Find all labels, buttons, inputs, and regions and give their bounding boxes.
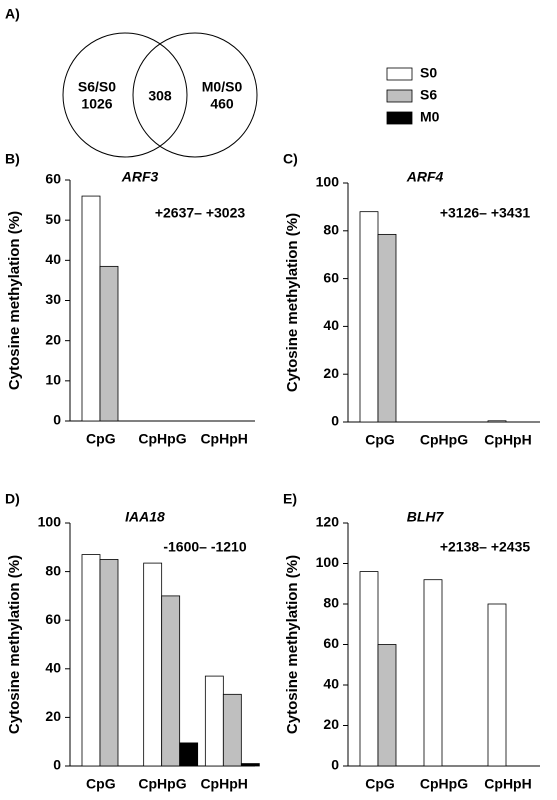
chart-title: ARF3 [121, 169, 159, 185]
y-tick-label: 40 [45, 660, 61, 676]
y-tick-label: 20 [45, 331, 61, 347]
x-tick-label: CpHpG [138, 776, 186, 792]
bar [81, 554, 101, 767]
legend-swatch [386, 111, 413, 125]
y-axis-label: Cytosine methylation (%) [6, 555, 23, 734]
panel-label: A) [5, 6, 20, 22]
y-tick-label: 40 [323, 317, 339, 333]
y-tick-label: 60 [45, 611, 61, 627]
y-tick-label: 60 [323, 635, 339, 651]
bar [179, 742, 199, 767]
bar [487, 603, 507, 767]
panel-label: C) [283, 151, 298, 167]
bar [204, 675, 224, 767]
y-tick-label: 100 [38, 514, 62, 530]
y-tick-label: 80 [45, 562, 61, 578]
x-tick-label: CpG [86, 431, 116, 447]
bar [359, 571, 379, 767]
panel-label: B) [5, 151, 20, 167]
venn-overlap: 308 [148, 88, 172, 104]
panel-label: D) [5, 491, 20, 507]
y-axis-label: Cytosine methylation (%) [284, 555, 301, 734]
venn-circle [132, 32, 258, 158]
x-tick-label: CpHpH [484, 776, 531, 792]
annotation: -1600– -1210 [163, 539, 247, 555]
y-tick-label: 50 [45, 211, 61, 227]
chart-title: BLH7 [407, 509, 445, 525]
y-tick-label: 0 [53, 412, 61, 428]
legend-swatch [386, 89, 413, 103]
y-tick-label: 60 [45, 171, 61, 187]
legend-label: S0 [420, 65, 437, 81]
y-tick-label: 100 [316, 174, 340, 190]
annotation: +2138– +2435 [440, 539, 531, 555]
y-tick-label: 80 [323, 222, 339, 238]
bar [143, 562, 163, 767]
bar [99, 265, 119, 422]
bar [487, 420, 507, 423]
annotation: +3126– +3431 [440, 205, 531, 221]
legend-label: S6 [420, 87, 437, 103]
y-tick-label: 40 [323, 676, 339, 692]
bar [161, 595, 181, 767]
x-tick-label: CpHpG [138, 431, 186, 447]
panel-label: E) [283, 491, 297, 507]
bar [81, 195, 101, 422]
venn-set-value: 460 [210, 96, 234, 112]
y-tick-label: 60 [323, 269, 339, 285]
bar [240, 763, 260, 767]
y-tick-label: 20 [323, 365, 339, 381]
legend-label: M0 [420, 109, 440, 125]
x-tick-label: CpHpH [484, 432, 531, 448]
x-tick-label: CpHpH [200, 776, 247, 792]
x-tick-label: CpG [365, 432, 395, 448]
legend-swatch [386, 67, 413, 81]
x-tick-label: CpG [86, 776, 116, 792]
y-tick-label: 0 [53, 757, 61, 773]
x-tick-label: CpHpH [200, 431, 247, 447]
y-tick-label: 20 [323, 716, 339, 732]
venn-set-label: M0/S0 [202, 79, 243, 95]
y-axis-label: Cytosine methylation (%) [6, 211, 23, 390]
y-tick-label: 20 [45, 708, 61, 724]
x-tick-label: CpHpG [420, 776, 468, 792]
bar [423, 579, 443, 767]
bar [99, 559, 119, 767]
x-tick-label: CpG [365, 776, 395, 792]
venn-set-value: 1026 [81, 96, 112, 112]
y-tick-label: 10 [45, 372, 61, 388]
y-tick-label: 100 [316, 554, 340, 570]
y-tick-label: 30 [45, 291, 61, 307]
venn-circle [62, 32, 188, 158]
x-tick-label: CpHpG [420, 432, 468, 448]
bar [222, 693, 242, 767]
y-tick-label: 80 [323, 595, 339, 611]
y-tick-label: 0 [331, 413, 339, 429]
bar [359, 211, 379, 423]
bar [377, 233, 397, 423]
chart-title: ARF4 [406, 169, 444, 185]
chart-title: IAA18 [125, 509, 165, 525]
y-tick-label: 40 [45, 251, 61, 267]
bar [377, 644, 397, 767]
y-tick-label: 0 [331, 757, 339, 773]
y-tick-label: 120 [316, 514, 340, 530]
annotation: +2637– +3023 [155, 205, 246, 221]
venn-set-label: S6/S0 [78, 79, 116, 95]
y-axis-label: Cytosine methylation (%) [284, 213, 301, 392]
